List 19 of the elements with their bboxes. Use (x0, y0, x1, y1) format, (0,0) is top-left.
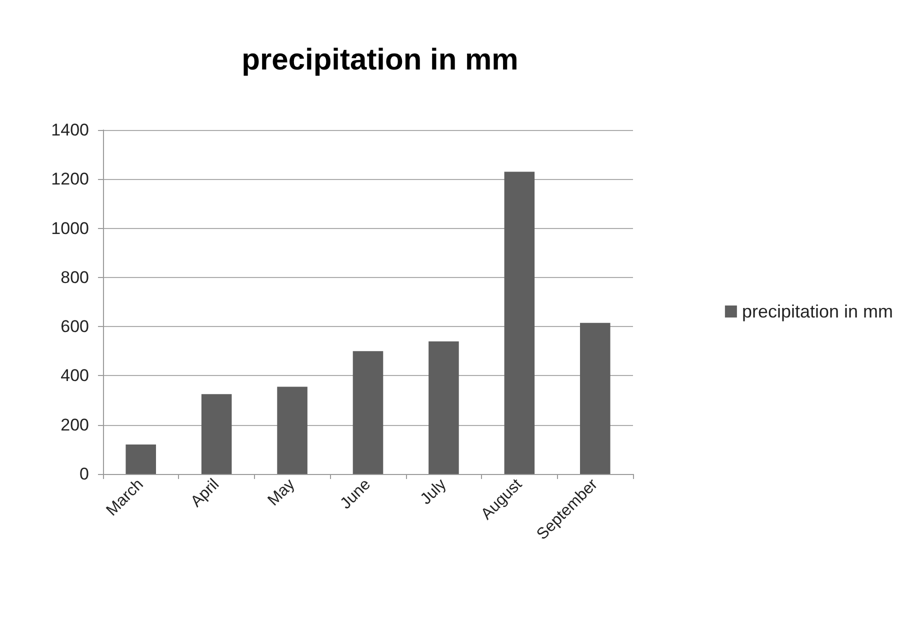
bar (201, 394, 232, 474)
legend-label: precipitation in mm (742, 302, 894, 322)
y-tick-label: 400 (60, 366, 89, 386)
x-tick-label: July (418, 476, 450, 508)
bar (504, 172, 535, 474)
y-tick-label: 0 (80, 464, 89, 484)
x-tick-label: May (264, 476, 298, 510)
bar (126, 444, 156, 474)
chart-title: precipitation in mm (242, 44, 518, 76)
bar (428, 341, 459, 474)
y-tick-label: 1200 (51, 170, 89, 189)
bar (352, 351, 384, 474)
y-tick-label: 600 (60, 317, 89, 336)
y-tick-label: 800 (60, 268, 89, 287)
bar (580, 322, 610, 474)
y-tick-label: 200 (60, 415, 89, 434)
bar (277, 386, 308, 474)
y-tick-label: 1000 (51, 218, 89, 238)
y-tick-label: 1400 (51, 120, 89, 140)
